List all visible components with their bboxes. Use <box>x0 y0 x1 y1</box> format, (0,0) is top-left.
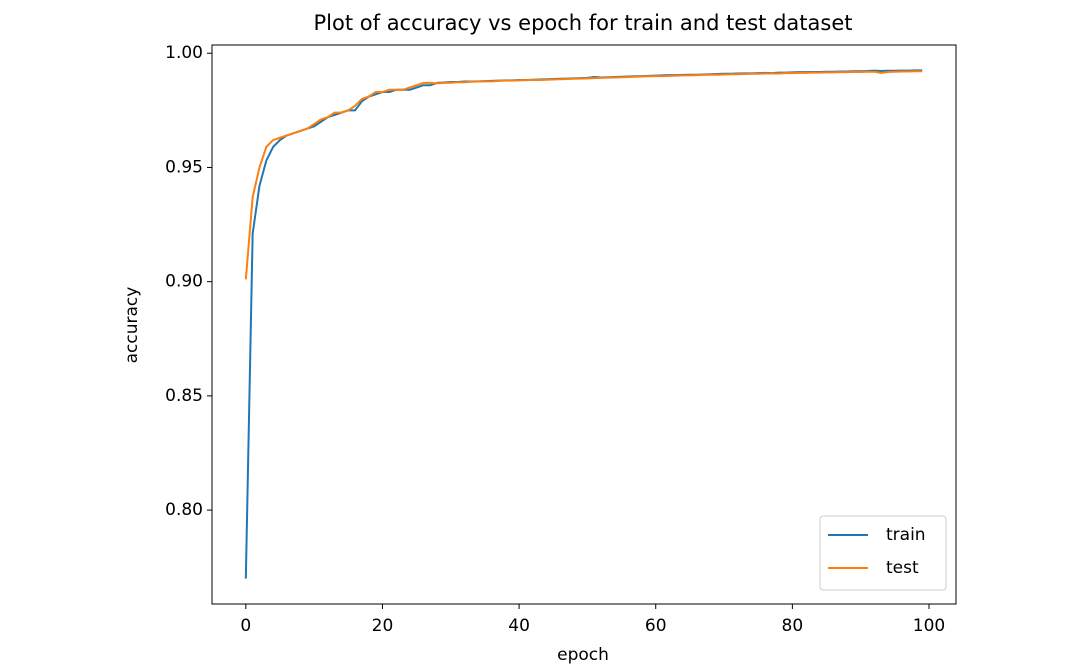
y-tick-label: 1.00 <box>165 43 203 63</box>
series-line <box>244 69 923 579</box>
x-tick-label: 20 <box>372 616 394 636</box>
x-tick-label: 80 <box>782 616 804 636</box>
y-tick-label: 0.80 <box>165 500 203 520</box>
x-tick-label: 40 <box>508 616 530 636</box>
x-axis-label: epoch <box>557 645 609 665</box>
x-tick-label: 60 <box>645 616 667 636</box>
y-tick-label: 0.85 <box>165 386 203 406</box>
legend-label: test <box>886 558 919 578</box>
y-tick-label: 0.95 <box>165 157 203 177</box>
x-tick-label: 0 <box>240 616 251 636</box>
y-axis-label: accuracy <box>122 287 142 364</box>
plot-frame <box>211 44 957 605</box>
legend-box <box>819 515 947 591</box>
chart-title: Plot of accuracy vs epoch for train and … <box>314 11 853 35</box>
y-tick-label: 0.90 <box>165 272 203 292</box>
x-tick-label: 100 <box>913 616 945 636</box>
legend-label: train <box>886 525 926 545</box>
series-line <box>244 70 923 280</box>
